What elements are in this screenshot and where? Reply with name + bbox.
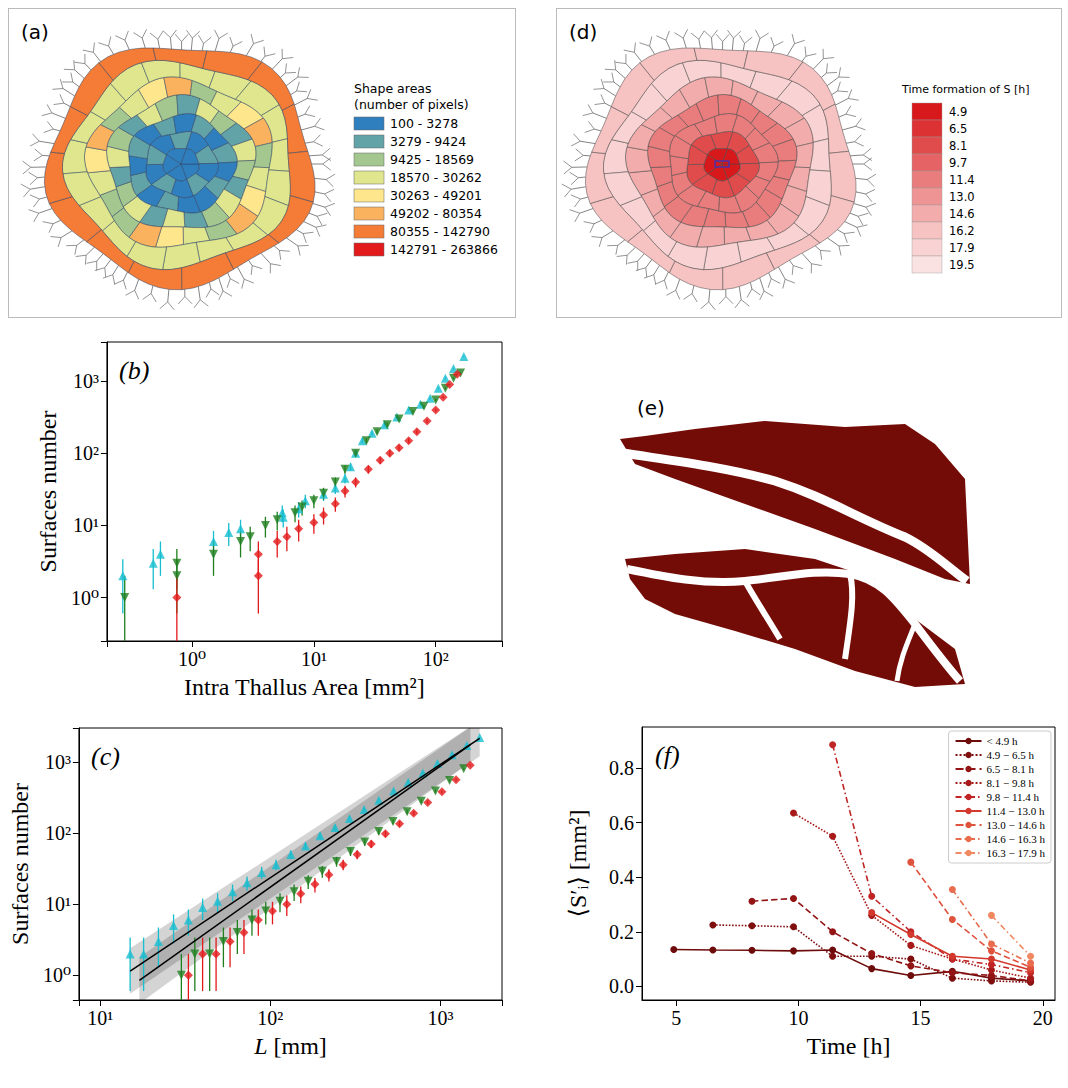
svg-text:3279 - 9424: 3279 - 9424: [390, 134, 466, 149]
svg-text:10¹: 10¹: [87, 1007, 113, 1029]
svg-text:14.6 − 16.3 h: 14.6 − 16.3 h: [987, 833, 1046, 845]
svg-text:(d): (d): [569, 20, 597, 44]
svg-text:16.3 − 17.9 h: 16.3 − 17.9 h: [987, 847, 1046, 859]
svg-text:(number of pixels): (number of pixels): [354, 97, 469, 112]
svg-text:Time formation of S [h]: Time formation of S [h]: [901, 83, 1030, 96]
svg-text:4.9 − 6.5 h: 4.9 − 6.5 h: [987, 749, 1035, 761]
svg-text:10²: 10²: [257, 1007, 283, 1029]
svg-text:Intra Thallus Area [mm²]: Intra Thallus Area [mm²]: [184, 674, 425, 700]
svg-text:142791 - 263866: 142791 - 263866: [390, 242, 498, 257]
svg-text:0.2: 0.2: [609, 921, 634, 943]
svg-text:20: 20: [1033, 1007, 1053, 1029]
svg-text:100 - 3278: 100 - 3278: [390, 116, 458, 131]
svg-text:10³: 10³: [45, 751, 71, 773]
svg-text:17.9: 17.9: [949, 241, 975, 255]
svg-text:4.9: 4.9: [949, 105, 967, 119]
svg-text:(c): (c): [91, 742, 120, 771]
svg-text:10²: 10²: [73, 442, 99, 464]
svg-text:5: 5: [671, 1007, 681, 1029]
svg-text:Surfaces number: Surfaces number: [35, 411, 61, 573]
svg-text:15: 15: [911, 1007, 931, 1029]
svg-text:10¹: 10¹: [73, 514, 99, 536]
svg-text:10¹: 10¹: [45, 893, 71, 915]
svg-text:Shape areas: Shape areas: [354, 81, 432, 96]
svg-text:10¹: 10¹: [301, 648, 327, 670]
svg-text:6.5 − 8.1 h: 6.5 − 8.1 h: [987, 763, 1035, 775]
svg-text:11.4 − 13.0 h: 11.4 − 13.0 h: [987, 805, 1046, 817]
svg-text:< 4.9 h: < 4.9 h: [987, 735, 1018, 747]
svg-text:0.8: 0.8: [609, 757, 634, 779]
svg-text:(e): (e): [637, 396, 665, 420]
svg-text:10²: 10²: [45, 822, 71, 844]
svg-text:14.6: 14.6: [949, 207, 975, 221]
svg-text:[mm]: [mm]: [267, 1033, 326, 1059]
svg-text:49202 - 80354: 49202 - 80354: [390, 206, 482, 221]
svg-text:10²: 10²: [423, 648, 449, 670]
svg-text:(b): (b): [119, 356, 149, 385]
svg-text:Surfaces number: Surfaces number: [7, 783, 33, 945]
svg-text:11.4: 11.4: [949, 173, 975, 187]
svg-text:L: L: [253, 1033, 267, 1059]
svg-text:13.0: 13.0: [949, 190, 975, 204]
svg-text:18570 - 30262: 18570 - 30262: [390, 170, 482, 185]
svg-text:6.5: 6.5: [949, 122, 967, 136]
svg-text:9425 - 18569: 9425 - 18569: [390, 152, 474, 167]
svg-text:(a): (a): [21, 20, 49, 44]
svg-text:8.1: 8.1: [949, 139, 967, 153]
svg-text:9.7: 9.7: [949, 156, 967, 170]
svg-text:(f): (f): [655, 741, 680, 770]
svg-text:8.1 − 9.8 h: 8.1 − 9.8 h: [987, 777, 1035, 789]
svg-text:80355 - 142790: 80355 - 142790: [390, 224, 490, 239]
svg-text:0.6: 0.6: [609, 812, 634, 834]
svg-text:0.4: 0.4: [609, 866, 634, 888]
svg-text:10⁰: 10⁰: [178, 648, 206, 670]
svg-text:0.0: 0.0: [609, 975, 634, 997]
svg-text:10³: 10³: [73, 370, 99, 392]
svg-text:10: 10: [788, 1007, 808, 1029]
svg-text:⟨S′ᵢ⟩ [mm²]: ⟨S′ᵢ⟩ [mm²]: [565, 810, 591, 918]
svg-text:19.5: 19.5: [949, 258, 975, 272]
svg-text:10⁰: 10⁰: [43, 964, 71, 986]
svg-text:9.8 − 11.4 h: 9.8 − 11.4 h: [987, 791, 1040, 803]
svg-text:Time [h]: Time [h]: [807, 1033, 891, 1059]
svg-text:30263 - 49201: 30263 - 49201: [390, 188, 482, 203]
svg-text:10³: 10³: [427, 1007, 453, 1029]
svg-text:10⁰: 10⁰: [71, 587, 99, 609]
svg-text:13.0 − 14.6 h: 13.0 − 14.6 h: [987, 819, 1046, 831]
svg-text:16.2: 16.2: [949, 224, 975, 238]
